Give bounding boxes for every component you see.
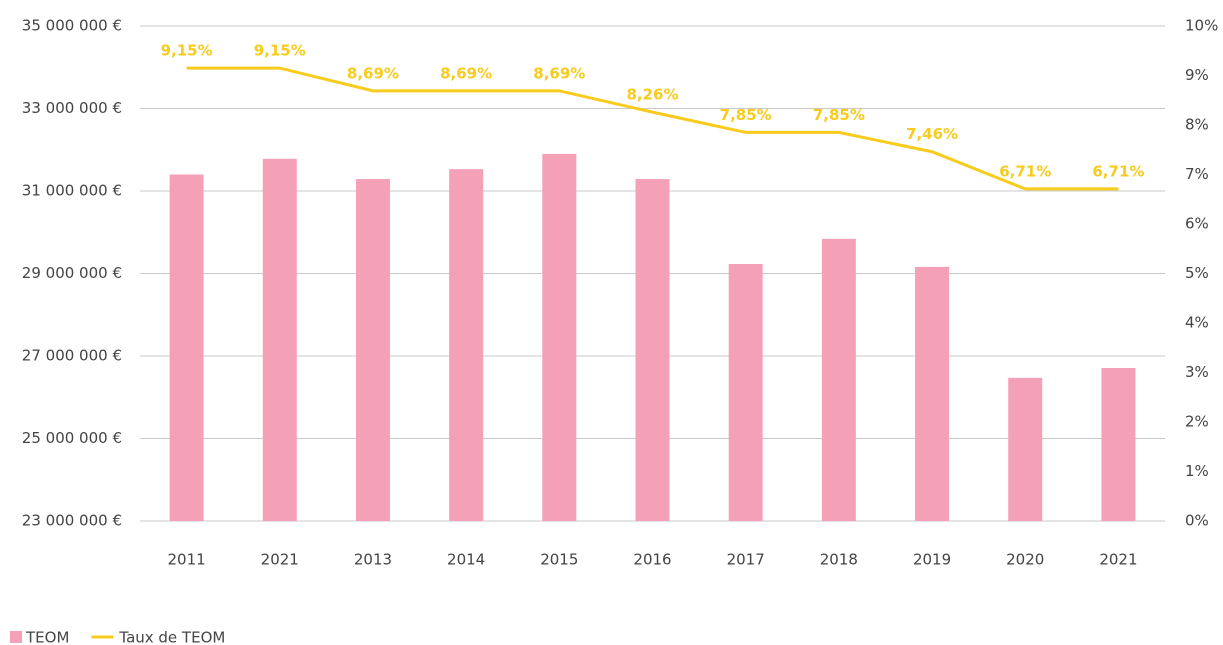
data-label: 6,71% bbox=[999, 162, 1051, 180]
x-tick-label: 2013 bbox=[354, 551, 392, 569]
data-label: 6,71% bbox=[1092, 162, 1144, 180]
bar bbox=[915, 266, 950, 521]
bar bbox=[821, 238, 856, 521]
x-tick-label: 2014 bbox=[447, 551, 485, 569]
data-label: 7,85% bbox=[813, 106, 865, 124]
y-tick-label: 31 000 000 € bbox=[22, 182, 122, 200]
y-tick-label: 33 000 000 € bbox=[22, 99, 122, 117]
y2-tick-label: 8% bbox=[1185, 116, 1209, 134]
x-tick-label: 2020 bbox=[1006, 551, 1044, 569]
y2-tick-label: 1% bbox=[1185, 462, 1209, 480]
y-tick-label: 29 000 000 € bbox=[22, 264, 122, 282]
data-label: 8,69% bbox=[440, 64, 492, 82]
bar bbox=[169, 174, 204, 521]
legend-label: TEOM bbox=[25, 629, 69, 645]
y2-tick-label: 4% bbox=[1185, 314, 1209, 332]
y2-tick-label: 3% bbox=[1185, 363, 1209, 381]
bar bbox=[728, 264, 763, 521]
x-tick-label: 2011 bbox=[167, 551, 205, 569]
data-label: 8,69% bbox=[533, 64, 585, 82]
x-tick-label: 2021 bbox=[1099, 551, 1137, 569]
x-tick-label: 2015 bbox=[540, 551, 578, 569]
bar bbox=[542, 153, 577, 521]
x-tick-label: 2019 bbox=[913, 551, 951, 569]
y2-tick-label: 2% bbox=[1185, 413, 1209, 431]
x-tick-label: 2016 bbox=[633, 551, 671, 569]
data-label: 9,15% bbox=[254, 42, 306, 60]
y-tick-label: 27 000 000 € bbox=[22, 347, 122, 365]
bar bbox=[635, 179, 670, 521]
x-tick-label: 2017 bbox=[727, 551, 765, 569]
y-tick-label: 35 000 000 € bbox=[22, 17, 122, 35]
y2-tick-label: 7% bbox=[1185, 165, 1209, 183]
y2-tick-label: 10% bbox=[1185, 17, 1218, 35]
data-label: 8,26% bbox=[626, 86, 678, 104]
x-tick-label: 2018 bbox=[820, 551, 858, 569]
y-tick-label: 25 000 000 € bbox=[22, 429, 122, 447]
bar bbox=[262, 158, 297, 521]
y2-tick-label: 5% bbox=[1185, 264, 1209, 282]
y-tick-label: 23 000 000 € bbox=[22, 512, 122, 530]
data-label: 7,46% bbox=[906, 125, 958, 143]
bar bbox=[355, 179, 390, 521]
bar bbox=[449, 169, 484, 521]
legend-label: Taux de TEOM bbox=[118, 629, 225, 645]
x-tick-label: 2021 bbox=[261, 551, 299, 569]
legend-swatch bbox=[10, 631, 22, 643]
y2-tick-label: 0% bbox=[1185, 512, 1209, 530]
data-label: 9,15% bbox=[161, 42, 213, 60]
y2-tick-label: 6% bbox=[1185, 215, 1209, 233]
y2-tick-label: 9% bbox=[1185, 66, 1209, 84]
bar bbox=[1008, 377, 1043, 521]
data-label: 8,69% bbox=[347, 64, 399, 82]
bar bbox=[1101, 367, 1136, 521]
data-label: 7,85% bbox=[720, 106, 772, 124]
line bbox=[186, 66, 1119, 191]
